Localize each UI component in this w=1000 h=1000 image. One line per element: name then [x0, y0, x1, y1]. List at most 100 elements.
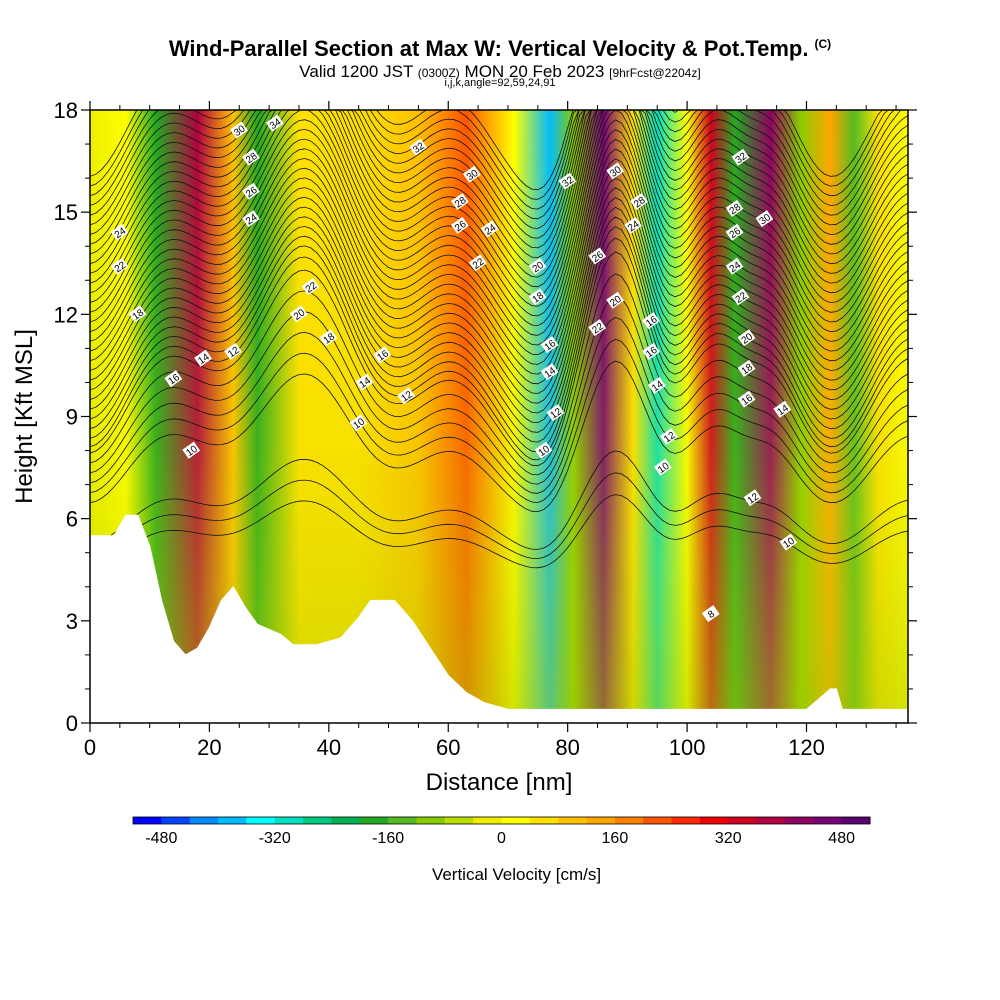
colorbar-swatch	[416, 817, 446, 824]
colorbar-tick-label: -480	[145, 830, 177, 847]
theta-contour-line	[90, 110, 908, 268]
contour-label-bg	[355, 373, 374, 391]
contour-label: 26	[588, 247, 606, 265]
theta-contour-line	[90, 360, 908, 513]
contour-label-bg	[349, 414, 368, 432]
x-axis-label: Distance [nm]	[426, 769, 573, 796]
contour-label-bg	[606, 291, 625, 309]
contour-label: 16	[164, 370, 182, 388]
theta-contour-line	[90, 138, 908, 365]
contour-label-bg	[540, 363, 559, 381]
contour-label: 24	[110, 223, 129, 241]
colorbar-swatch	[303, 817, 332, 824]
contour-label-bg	[480, 220, 499, 238]
x-tick-label: 20	[197, 735, 221, 760]
theta-contour-line	[90, 110, 908, 327]
theta-contour-line	[90, 110, 908, 297]
contour-label: 18	[319, 329, 337, 347]
contour-label-bg	[546, 404, 565, 422]
contour-label: 20	[528, 257, 546, 275]
contour-label-bg	[230, 121, 248, 139]
contour-label: 24	[242, 210, 260, 228]
colorbar-tick-label: -160	[372, 830, 404, 847]
contour-label: 10	[654, 458, 672, 476]
contour-label: 12	[660, 427, 678, 446]
contour-label-bg	[242, 148, 260, 166]
contour-label: 32	[409, 138, 428, 156]
colorbar: -480 -320 -160 0 160 320 480 Vertical Velocity …	[132, 816, 871, 884]
colorbar-tick-label: 160	[602, 830, 629, 847]
colorbar-swatch	[558, 817, 588, 824]
theta-contour-line	[90, 129, 908, 356]
contour-label: 34	[265, 114, 284, 132]
theta-contour-line	[90, 168, 908, 394]
contour-label: 16	[540, 336, 558, 354]
x-tick-label: 60	[436, 735, 460, 760]
terrain-surface	[89, 514, 909, 724]
colorbar-swatch	[841, 817, 871, 824]
subtitle-date: MON 20 Feb 2023	[464, 62, 605, 81]
contour-label: 22	[588, 319, 607, 337]
contour-label: 10	[779, 533, 797, 551]
y-tick-label: 9	[66, 405, 78, 430]
y-tick-label: 0	[66, 711, 78, 736]
theta-contour-line	[90, 110, 908, 336]
theta-contour-line	[90, 450, 908, 550]
contour-label: 14	[194, 349, 212, 367]
colorbar-swatch	[643, 817, 673, 824]
colorbar-swatch	[218, 817, 247, 824]
colorbar-swatch	[756, 817, 786, 824]
theta-contour-line	[90, 177, 908, 404]
contour-label: 22	[110, 257, 129, 275]
contour-label: 32	[731, 148, 750, 166]
colorbar-swatch	[671, 817, 701, 824]
colorbar-tick-label: -320	[259, 830, 291, 847]
contour-label-bg	[660, 427, 678, 446]
colorbar-tick-label: 0	[497, 830, 506, 847]
contour-label-bg	[588, 319, 607, 337]
chart-title-mark: (C)	[814, 36, 832, 51]
contour-label: 24	[480, 220, 499, 238]
contour-label-bg	[642, 342, 660, 360]
colorbar-swatch	[444, 817, 474, 824]
contour-label-bg	[642, 312, 660, 330]
contour-label-bg	[528, 288, 547, 306]
contour-label-bg	[409, 138, 428, 156]
x-tick-label: 120	[788, 735, 825, 760]
colorbar-tick-label: 480	[828, 830, 855, 847]
contour-label-bg	[725, 199, 744, 217]
contour-label: 18	[528, 288, 547, 306]
chart-title: Wind-Parallel Section at Max W: Vertical…	[0, 36, 1000, 62]
contour-label-bg	[265, 114, 284, 132]
colorbar-swatch	[473, 817, 502, 824]
theta-contour-line	[90, 110, 908, 278]
theta-contour-line	[90, 148, 908, 375]
contour-label: 18	[737, 359, 755, 377]
contour-label-bg	[755, 210, 774, 228]
contour-label: 26	[725, 223, 743, 241]
contour-label-bg	[558, 172, 577, 190]
contour-label-bg	[731, 148, 750, 166]
contour-label-bg	[725, 257, 744, 275]
theta-contour-line	[90, 206, 908, 433]
theta-contour-line	[90, 119, 908, 346]
contour-label-bg	[606, 162, 625, 180]
contour-label: 30	[755, 210, 774, 228]
subtitle-valid: Valid 1200 JST	[299, 62, 414, 81]
contour-label: 16	[737, 390, 755, 408]
contour-label: 14	[773, 400, 791, 418]
colorbar-swatch	[586, 817, 616, 824]
theta-contour-line	[90, 251, 908, 467]
contour-label-bg	[624, 216, 642, 234]
contour-label: 14	[355, 373, 374, 391]
contour-label: 16	[642, 312, 660, 330]
y-tick-label: 18	[54, 98, 78, 123]
contour-label: 24	[624, 216, 642, 234]
theta-contour-line	[90, 295, 908, 485]
axes: 0 20 40 60 80 100 120 0 3 6 9 12 15 18 Distance [nm] He…	[11, 98, 917, 796]
x-tick-label: 100	[669, 735, 706, 760]
theta-contour-line	[90, 472, 908, 560]
theta-contour-line	[90, 110, 908, 249]
contour-label: 28	[242, 148, 260, 166]
contour-label-bg	[110, 223, 129, 241]
